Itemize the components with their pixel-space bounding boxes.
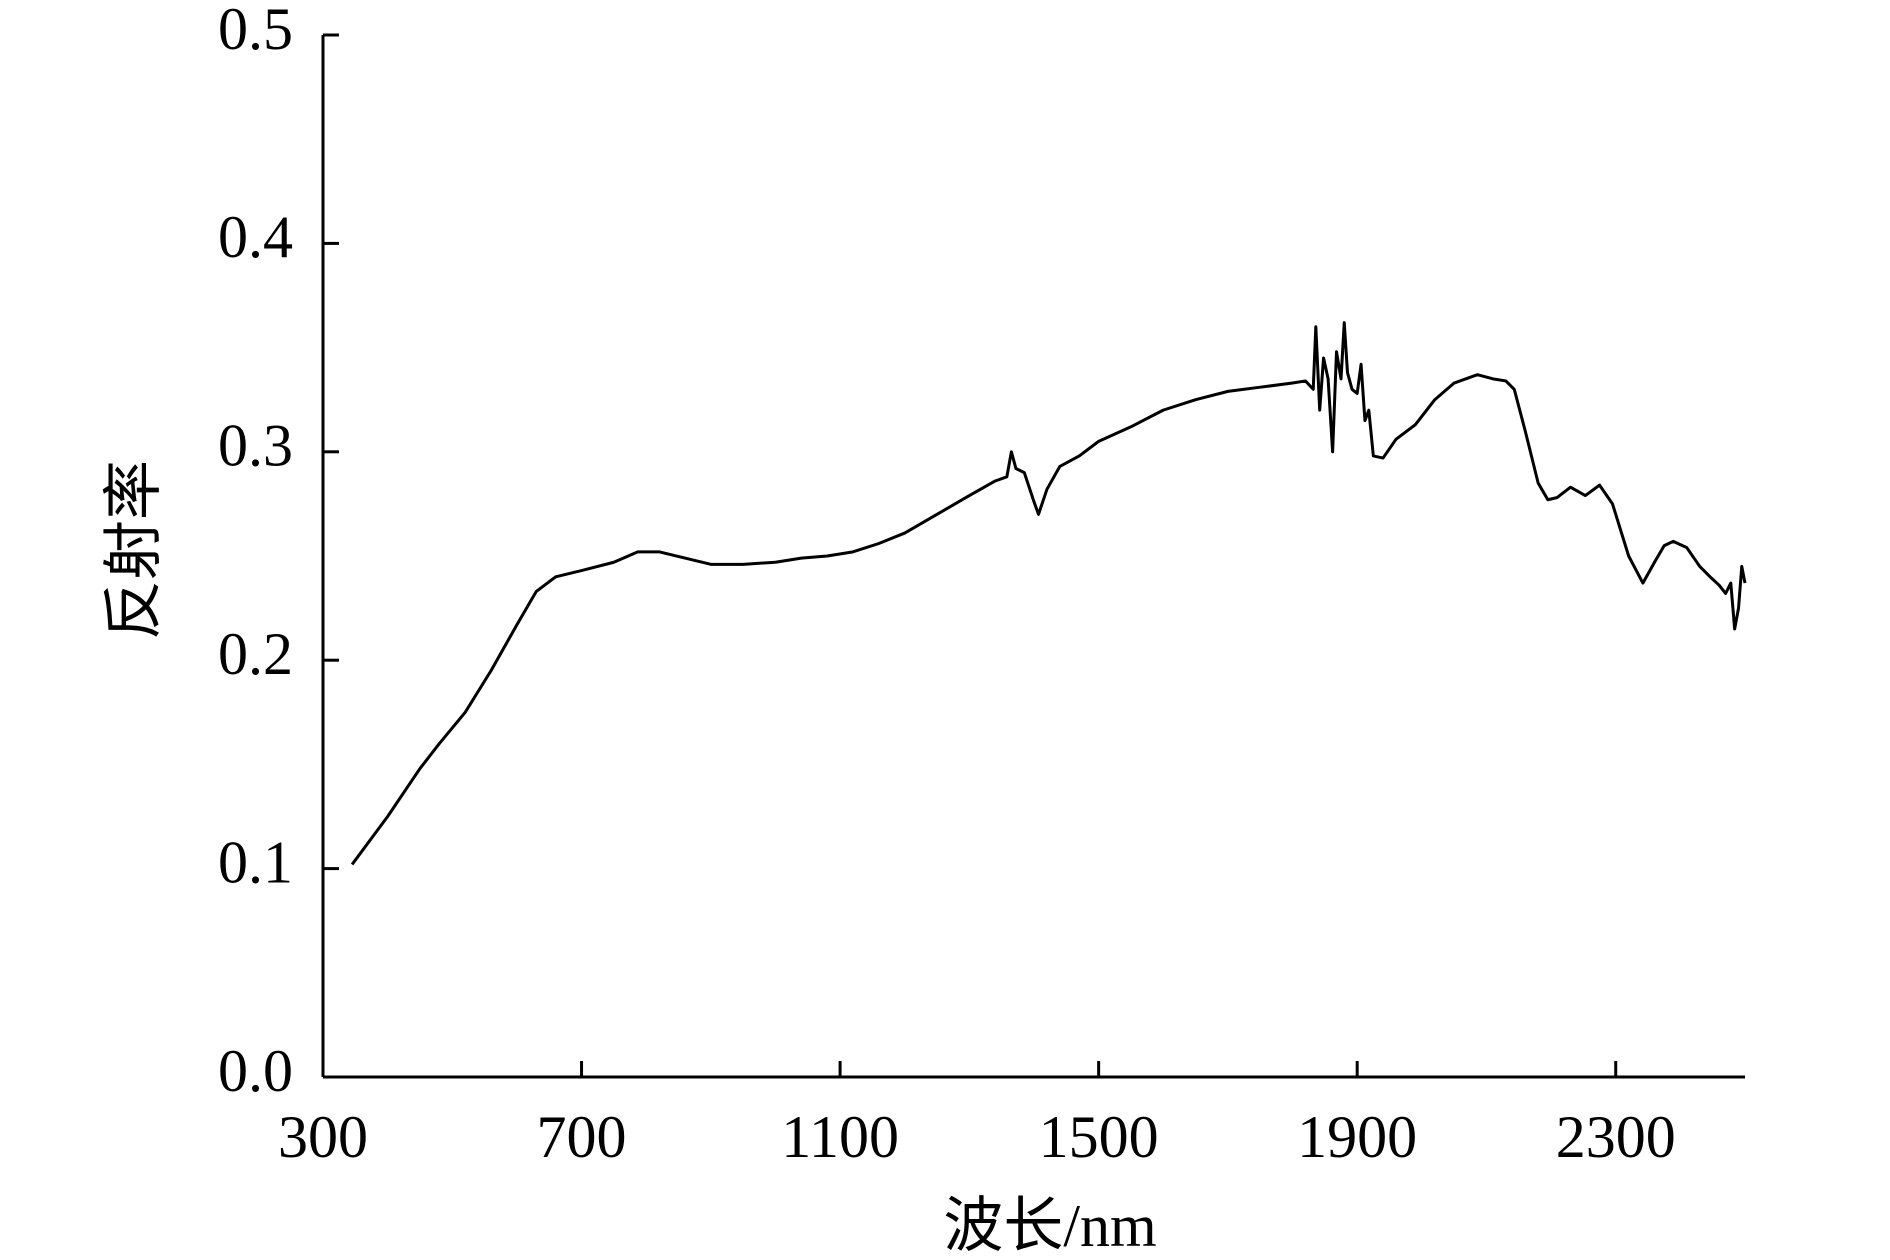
y-tick-label: 0.4 xyxy=(218,204,293,270)
y-axis-title: 反射率 xyxy=(101,460,167,640)
x-tick-label: 1900 xyxy=(1297,1104,1417,1170)
y-tick-label: 0.2 xyxy=(218,621,293,687)
x-tick-label: 1100 xyxy=(781,1104,899,1170)
x-tick-label: 2300 xyxy=(1556,1104,1676,1170)
x-tick-label: 1500 xyxy=(1039,1104,1159,1170)
x-tick-label: 700 xyxy=(537,1104,627,1170)
x-tick-label: 300 xyxy=(278,1104,368,1170)
y-tick-label: 0.1 xyxy=(218,829,293,895)
y-tick-label: 0.3 xyxy=(218,413,293,479)
y-tick-label: 0.0 xyxy=(218,1038,293,1104)
spectrum-line xyxy=(350,321,1747,866)
y-tick-label: 0.5 xyxy=(218,0,293,62)
x-axis-title: 波长/nm xyxy=(943,1193,1156,1259)
